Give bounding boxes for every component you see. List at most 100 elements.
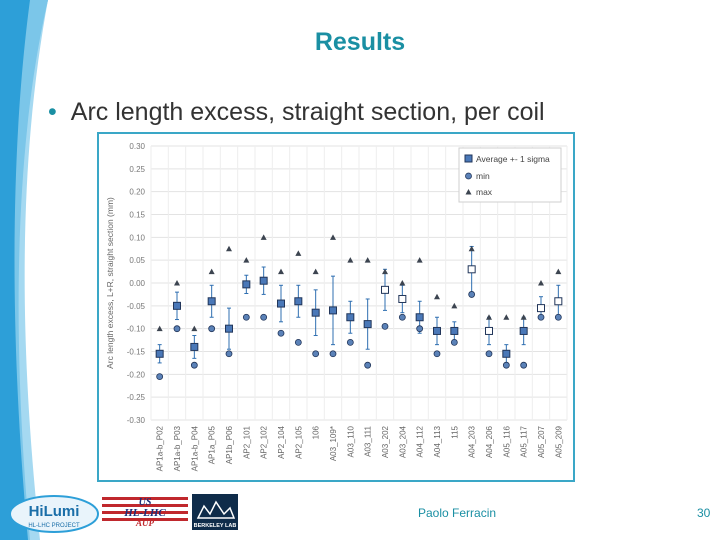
max-marker [260,234,267,240]
min-marker [329,350,337,358]
max-marker [555,268,562,275]
average-marker [415,313,424,322]
min-marker [554,313,562,321]
max-marker [191,325,198,332]
min-marker [277,329,285,337]
average-marker [502,349,511,358]
min-marker [242,313,250,321]
max-marker [174,280,180,286]
max-marker [364,257,371,263]
y-axis-label: Arc length excess, L+R, straight section… [105,197,115,369]
y-tick-label: 0.00 [129,279,145,288]
min-marker [485,350,493,358]
average-marker [346,313,355,322]
max-marker [538,280,544,286]
max-marker [156,325,163,332]
min-marker [520,361,528,369]
y-tick-label: -0.30 [127,416,146,425]
x-tick-label: 115 [450,425,459,438]
average-marker [155,349,164,358]
min-marker [416,325,424,333]
average-marker [450,326,459,335]
berkeley-lab-logo: BERKELEY LAB [192,494,238,530]
average-marker [277,299,285,308]
legend-min-swatch [465,172,472,180]
x-tick-label: A03_202 [381,425,390,458]
x-tick-label: A05_117 [520,425,529,457]
average-marker [225,324,233,333]
average-marker [259,276,268,285]
x-tick-label: AP1b_P06 [225,425,234,464]
average-marker [190,342,199,351]
average-marker [363,320,372,329]
average-marker [398,294,407,303]
min-marker [225,350,233,358]
y-tick-label: 0.15 [129,211,145,220]
hilumi-logo-sub: HL-LHC PROJECT [28,523,80,529]
x-tick-label: AP2_101 [242,425,251,458]
min-marker [450,338,458,346]
max-marker [434,293,440,300]
average-marker [311,308,320,317]
footer-author: Paolo Ferracin [418,506,497,520]
max-marker [243,257,250,263]
y-tick-label: -0.20 [127,370,146,379]
max-marker [486,314,492,320]
us-logo-line1: US [139,497,152,508]
min-marker [173,325,181,333]
max-marker [312,268,319,275]
hilumi-logo-name: HiLumi [29,503,80,520]
legend-max-swatch [465,189,472,195]
average-marker [329,306,337,315]
legend-average-label: Average +- 1 sigma [476,154,550,164]
x-tick-label: A04_203 [468,425,477,458]
us-logo-line3: AUP [135,518,155,528]
average-marker [242,280,251,289]
average-marker [294,297,303,306]
y-tick-label: 0.05 [129,256,145,265]
min-marker [537,313,545,321]
min-marker [260,313,268,321]
y-tick-label: -0.05 [127,302,146,311]
max-marker [520,314,527,320]
hilumi-logo: HiLumi HL-LHC PROJECT [9,495,99,533]
max-marker [416,257,423,263]
average-marker [554,297,563,306]
y-tick-label: -0.15 [127,348,146,357]
average-marker [173,301,181,310]
y-tick-label: -0.10 [127,325,146,334]
max-marker [399,280,406,286]
x-tick-label: AP2_102 [260,425,269,458]
max-marker [278,268,284,275]
y-tick-label: 0.10 [129,233,145,242]
max-marker [503,314,510,320]
min-marker [398,313,406,321]
average-marker [467,265,476,274]
us-hllhc-aup-logo: US HL-LHC AUP [102,494,188,528]
average-marker [433,326,441,335]
y-tick-label: 0.20 [129,188,145,197]
legend-box [458,147,562,203]
x-tick-label: A03_109* [329,426,338,461]
x-tick-label: AP1a-b_P02 [156,425,165,471]
berkeley-logo-text: BERKELEY LAB [194,523,237,529]
min-marker [433,350,441,358]
max-marker [330,234,336,240]
x-tick-label: A05_209 [554,425,563,458]
average-marker [537,304,545,313]
min-marker [156,373,164,381]
min-marker [381,322,389,330]
arc-length-chart: 0.30 0.25 0.20 0.15 0.10 0.05 0.00 -0.05 -0.10 -0… [105,142,568,471]
decorative-swoosh [0,0,49,540]
slide-title: Results [314,28,406,56]
min-marker [364,361,372,369]
max-marker [382,268,388,275]
y-tick-label: 0.30 [129,142,145,151]
legend-min-label: min [476,171,490,181]
x-tick-label: A05_116 [502,425,511,457]
x-tick-label: A05_207 [537,425,546,458]
max-marker [226,245,232,252]
x-tick-label: A03_111 [364,425,373,456]
min-marker [190,361,198,369]
y-tick-label: -0.25 [127,393,146,402]
